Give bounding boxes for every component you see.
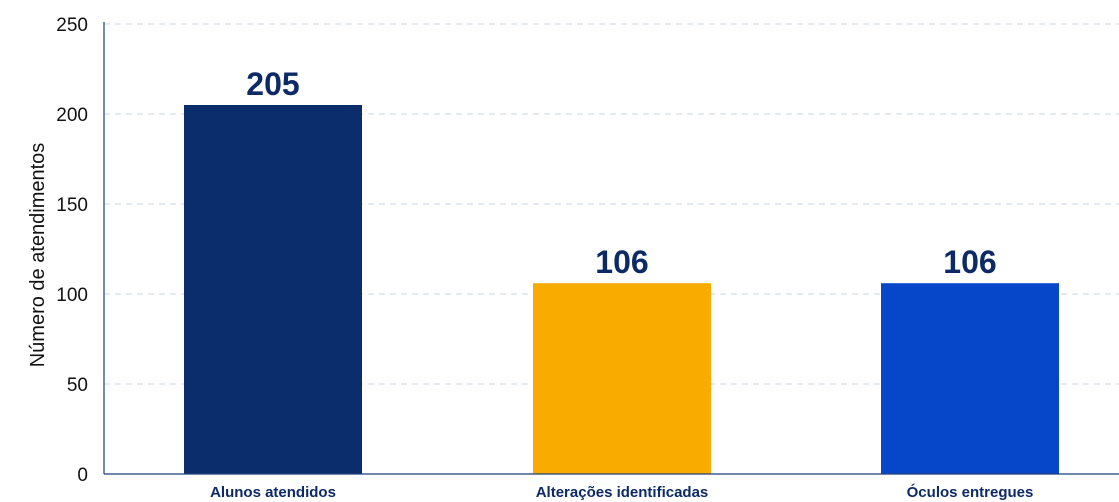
bars — [184, 105, 1059, 474]
y-tick-label: 100 — [56, 285, 88, 306]
y-tick-label: 150 — [56, 195, 88, 216]
x-tick-label: Alterações identificadas — [536, 484, 709, 501]
y-tick-label: 200 — [56, 105, 88, 126]
x-tick-label: Alunos atendidos — [210, 484, 336, 501]
x-tick-label: Óculos entregues — [907, 483, 1034, 501]
value-labels: 205 106 106 — [246, 66, 996, 280]
bar — [184, 105, 362, 474]
bar — [533, 283, 711, 474]
x-axis-labels: Alunos atendidos Alterações identificadas… — [210, 483, 1033, 501]
y-tick-label: 250 — [56, 15, 88, 36]
y-tick-label: 0 — [77, 465, 88, 486]
data-label: 106 — [595, 244, 648, 280]
y-axis-ticks: 0 50 100 150 200 250 — [56, 15, 88, 486]
y-axis-label: Número de atendimentos — [27, 143, 49, 368]
data-label: 205 — [246, 66, 299, 102]
bar — [881, 283, 1059, 474]
y-tick-label: 50 — [67, 375, 88, 396]
data-label: 106 — [943, 244, 996, 280]
